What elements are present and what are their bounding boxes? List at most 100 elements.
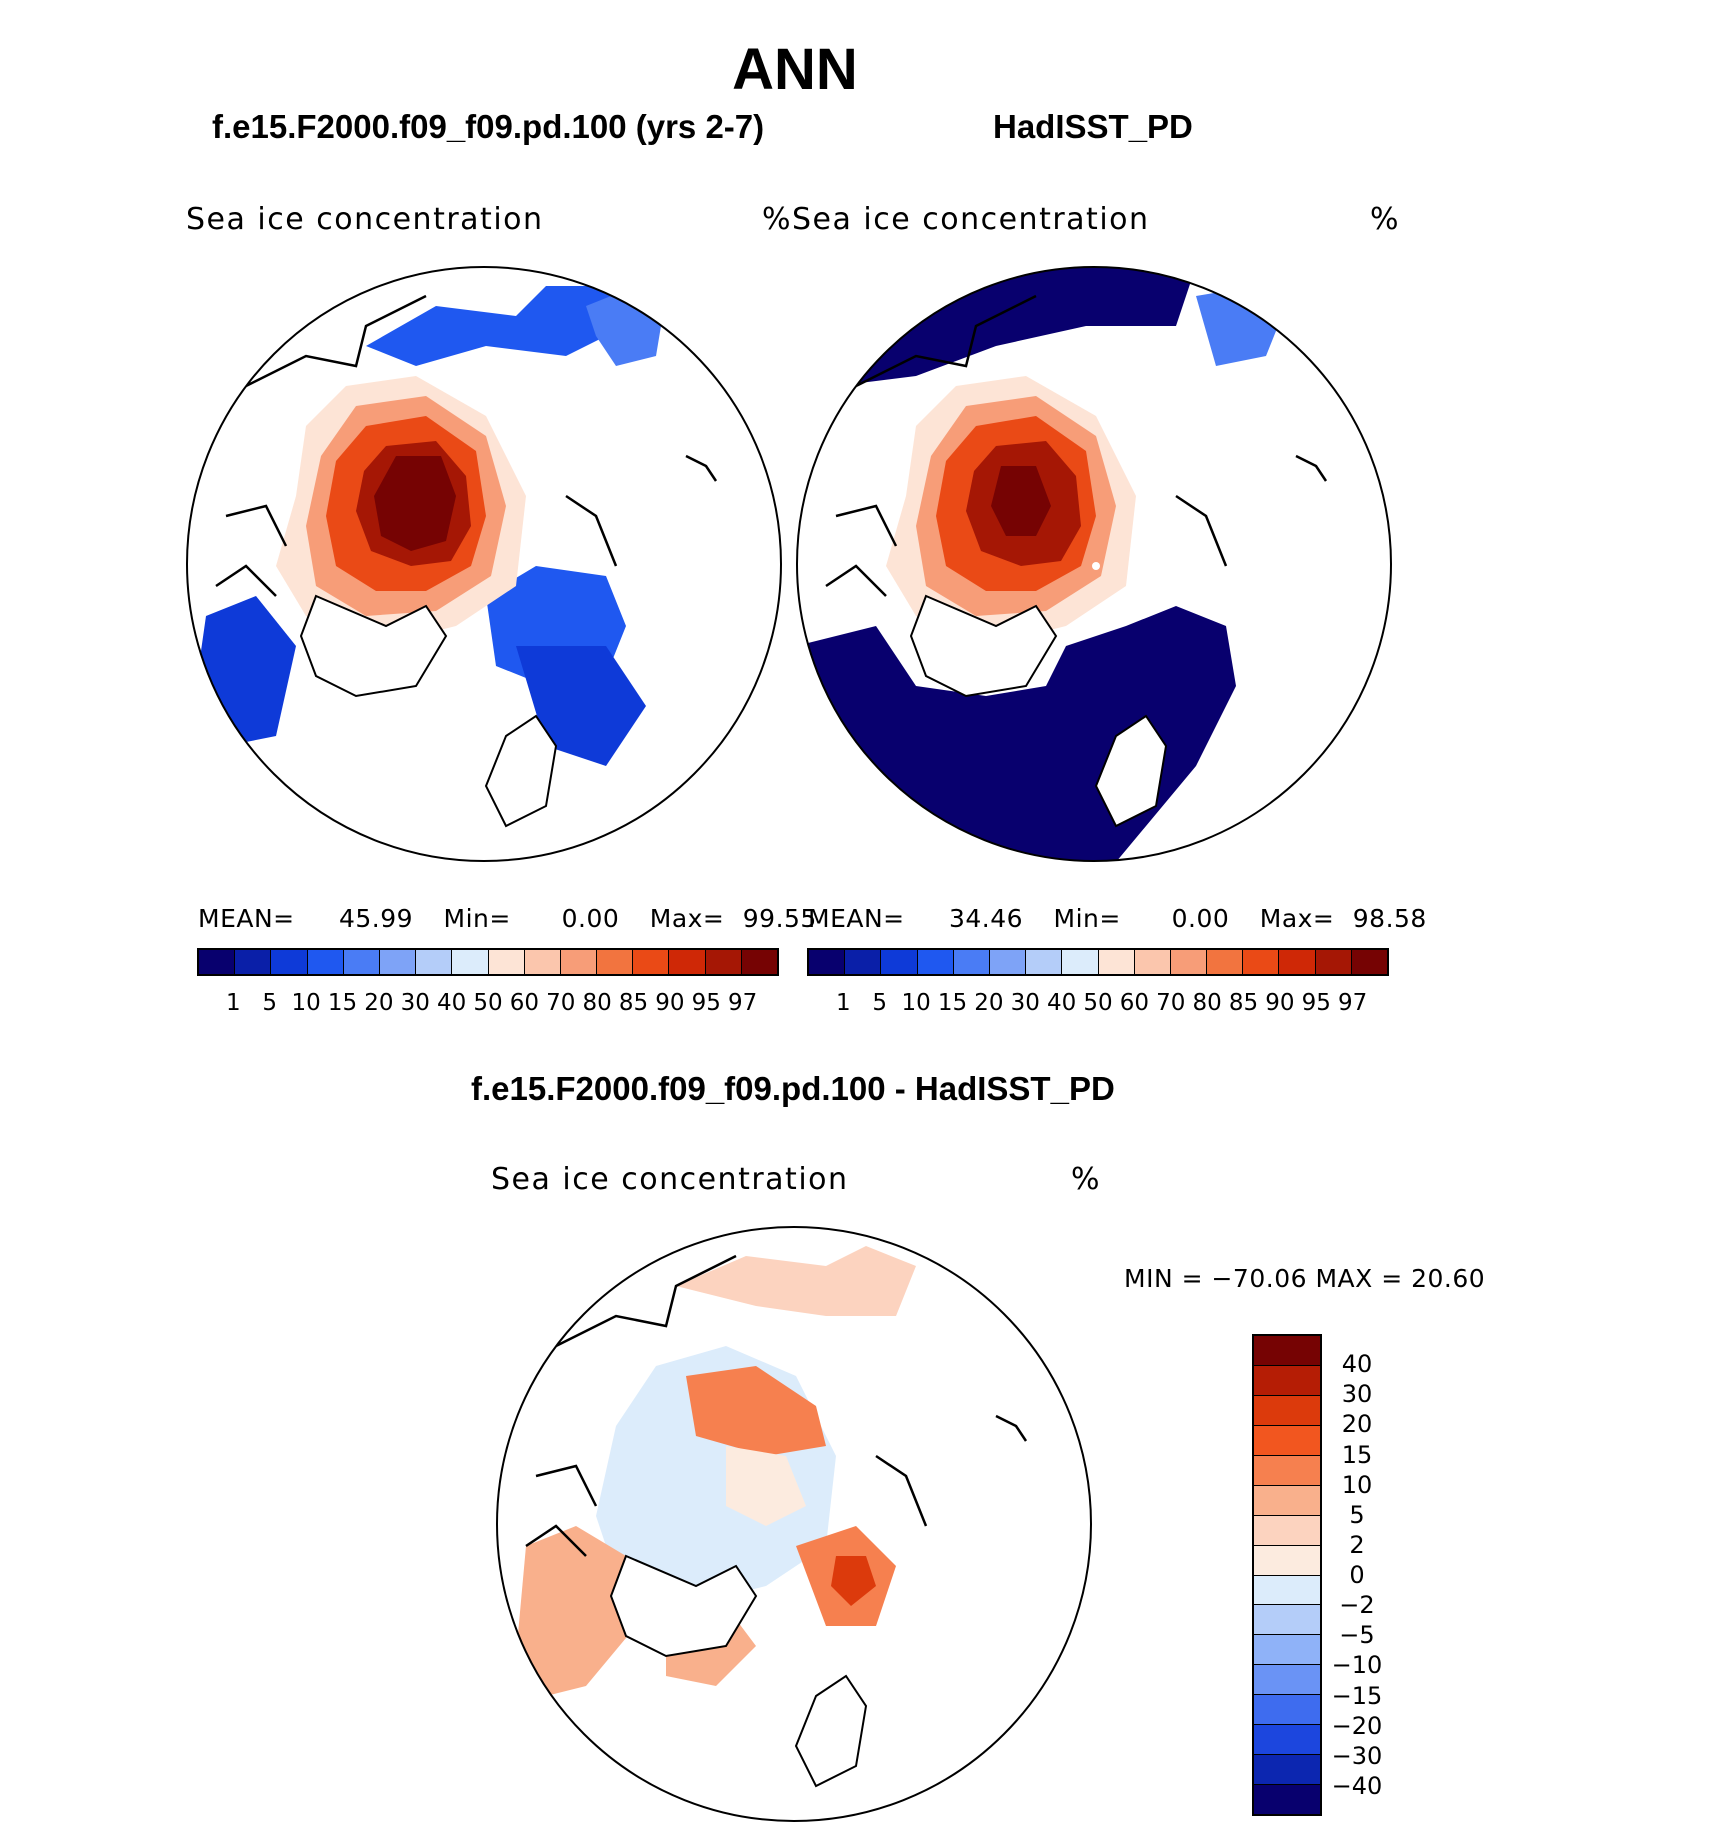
colorbar-2-swatch-7 bbox=[1062, 950, 1099, 974]
panel-2-mean-value: 34.46 bbox=[949, 904, 1024, 933]
colorbar-2-swatch-15 bbox=[1351, 950, 1387, 974]
colorbar-2-swatch-1 bbox=[845, 950, 882, 974]
colorbar-3-swatch-8 bbox=[1254, 1575, 1320, 1606]
difference-sea-ice-map bbox=[496, 1226, 1092, 1822]
colorbar-3-swatch-5 bbox=[1254, 1485, 1320, 1516]
bering-ice-1 bbox=[366, 286, 626, 366]
colorbar-2-swatch-3 bbox=[917, 950, 954, 974]
colorbar-1-swatch-14 bbox=[705, 950, 742, 974]
colorbar-3-swatch-6 bbox=[1254, 1515, 1320, 1546]
colorbar-3-tick-label: −30 bbox=[1331, 1741, 1383, 1770]
colorbar-2-tick-label: 97 bbox=[1337, 990, 1368, 1016]
panel-1-mean-label: MEAN= bbox=[198, 904, 295, 933]
panel-2-variable-label: Sea ice concentration bbox=[792, 202, 1150, 237]
diff-siberian-3 bbox=[686, 1366, 826, 1456]
colorbar-1-swatch-0 bbox=[199, 950, 236, 974]
diff-labrador-3 bbox=[516, 1526, 636, 1696]
colorbar-3-tick-label: 15 bbox=[1341, 1440, 1373, 1469]
colorbar-2-tick-label: 40 bbox=[1046, 990, 1077, 1016]
colorbar-3-tick-label: −40 bbox=[1331, 1771, 1383, 1800]
colorbar-3-swatch-0 bbox=[1254, 1336, 1320, 1366]
colorbar-3-tick-label: 10 bbox=[1341, 1470, 1373, 1499]
colorbar-1-swatch-1 bbox=[235, 950, 272, 974]
panel-1-mean-value: 45.99 bbox=[339, 904, 414, 933]
panel-2-stats: MEAN= 34.46 Min= 0.00 Max= 98.58 bbox=[808, 904, 1427, 933]
colorbar-2-swatch-13 bbox=[1279, 950, 1316, 974]
colorbar-1-swatch-12 bbox=[633, 950, 670, 974]
panel-1-max-value: 99.55 bbox=[742, 904, 817, 933]
colorbar-1-tick-label: 40 bbox=[436, 990, 467, 1016]
colorbar-1-swatch-3 bbox=[307, 950, 344, 974]
colorbar-3-tick-label: 5 bbox=[1349, 1500, 1365, 1529]
colorbar-1-tick-label: 80 bbox=[582, 990, 612, 1016]
panel-1-variable-label: Sea ice concentration bbox=[186, 202, 544, 237]
colorbar-3-tick-label: −20 bbox=[1331, 1711, 1383, 1740]
colorbar-1-tick-label: 10 bbox=[291, 990, 321, 1016]
panel-1-heading: f.e15.F2000.f09_f09.pd.100 (yrs 2-7) bbox=[212, 108, 765, 145]
colorbar-3-tick-label: −10 bbox=[1331, 1651, 1383, 1680]
colorbar-3-swatch-1 bbox=[1254, 1365, 1320, 1396]
colorbar-2-swatch-14 bbox=[1315, 950, 1352, 974]
colorbar-1-tick-label: 60 bbox=[509, 990, 540, 1016]
colorbar-1-swatch-6 bbox=[416, 950, 453, 974]
panel-2-max-value: 98.58 bbox=[1352, 904, 1427, 933]
colorbar-1-tick-label: 30 bbox=[400, 990, 430, 1016]
colorbar-2-tick-label: 10 bbox=[901, 990, 931, 1016]
panel-2-units-label: % bbox=[1370, 202, 1401, 237]
colorbar-1-swatch-7 bbox=[452, 950, 489, 974]
colorbar-2-swatch-2 bbox=[881, 950, 918, 974]
greenland-land-3 bbox=[609, 1554, 758, 1658]
colorbar-1-tick-label: 85 bbox=[618, 990, 649, 1016]
difference-colorbar-ticks: 40 30 20 15 10 5 2 0 −2 −5 −10 −15 −20 −30 −40 bbox=[1322, 1334, 1392, 1816]
panel-2-min-label: Min= bbox=[1053, 904, 1121, 933]
colorbar-2-tick-label: 20 bbox=[974, 990, 1004, 1016]
colorbar-3-tick-label: 2 bbox=[1349, 1530, 1365, 1559]
colorbar-1-swatch-11 bbox=[597, 950, 634, 974]
colorbar-1-swatch-15 bbox=[741, 950, 777, 974]
colorbar-3-tick-label: 20 bbox=[1341, 1410, 1373, 1439]
colorbar-3-swatch-15 bbox=[1254, 1785, 1320, 1814]
colorbar-1-tick-label: 95 bbox=[691, 990, 721, 1016]
colorbar-2-swatch-4 bbox=[953, 950, 990, 974]
colorbar-2-tick-label: 80 bbox=[1192, 990, 1222, 1016]
colorbar-3-swatch-10 bbox=[1254, 1635, 1320, 1666]
colorbar-1-tick-label: 50 bbox=[473, 990, 503, 1016]
difference-units-label: % bbox=[1071, 1162, 1102, 1197]
colorbar-3-swatch-3 bbox=[1254, 1425, 1320, 1456]
observed-sea-ice-map bbox=[796, 266, 1392, 862]
colorbar-1-swatch-8 bbox=[488, 950, 525, 974]
colorbar-2-tick-label: 50 bbox=[1083, 990, 1113, 1016]
difference-variable-label: Sea ice concentration bbox=[491, 1162, 849, 1197]
ice-97-1 bbox=[374, 456, 456, 551]
colorbar-2-swatch-8 bbox=[1098, 950, 1135, 974]
panel-1-colorbar bbox=[197, 948, 779, 976]
colorbar-2-tick-label: 85 bbox=[1228, 990, 1259, 1016]
colorbar-3-swatch-2 bbox=[1254, 1395, 1320, 1426]
colorbar-1-tick-label: 90 bbox=[655, 990, 685, 1016]
colorbar-2-swatch-5 bbox=[989, 950, 1027, 974]
colorbar-3-tick-label: −15 bbox=[1331, 1681, 1383, 1710]
colorbar-3-tick-label: −5 bbox=[1339, 1621, 1375, 1650]
coastline-1 bbox=[215, 294, 718, 597]
colorbar-2-tick-label: 30 bbox=[1010, 990, 1040, 1016]
colorbar-3-swatch-7 bbox=[1254, 1545, 1320, 1576]
difference-colorbar bbox=[1252, 1334, 1322, 1816]
scandinavia-land-1 bbox=[484, 714, 558, 828]
colorbar-3-tick-label: 40 bbox=[1341, 1350, 1373, 1379]
colorbar-2-swatch-10 bbox=[1170, 950, 1208, 974]
colorbar-3-tick-label: 30 bbox=[1341, 1380, 1373, 1409]
colorbar-2-swatch-9 bbox=[1134, 950, 1171, 974]
colorbar-2-tick-label: 70 bbox=[1156, 990, 1186, 1016]
colorbar-3-swatch-14 bbox=[1254, 1755, 1320, 1786]
coastline-2 bbox=[825, 294, 1328, 597]
colorbar-1-swatch-2 bbox=[271, 950, 308, 974]
panel-2-max-label: Max= bbox=[1259, 904, 1335, 933]
panel-1-min-label: Min= bbox=[443, 904, 511, 933]
diff-pacific-3 bbox=[726, 1446, 806, 1526]
diff-bering-3 bbox=[676, 1246, 916, 1316]
difference-heading: f.e15.F2000.f09_f09.pd.100 - HadISST_PD bbox=[471, 1070, 1115, 1107]
colorbar-1-tick-label: 70 bbox=[546, 990, 576, 1016]
panel-2-mean-label: MEAN= bbox=[808, 904, 905, 933]
colorbar-2-tick-label: 15 bbox=[937, 990, 968, 1016]
scandinavia-land-2 bbox=[1094, 714, 1168, 828]
